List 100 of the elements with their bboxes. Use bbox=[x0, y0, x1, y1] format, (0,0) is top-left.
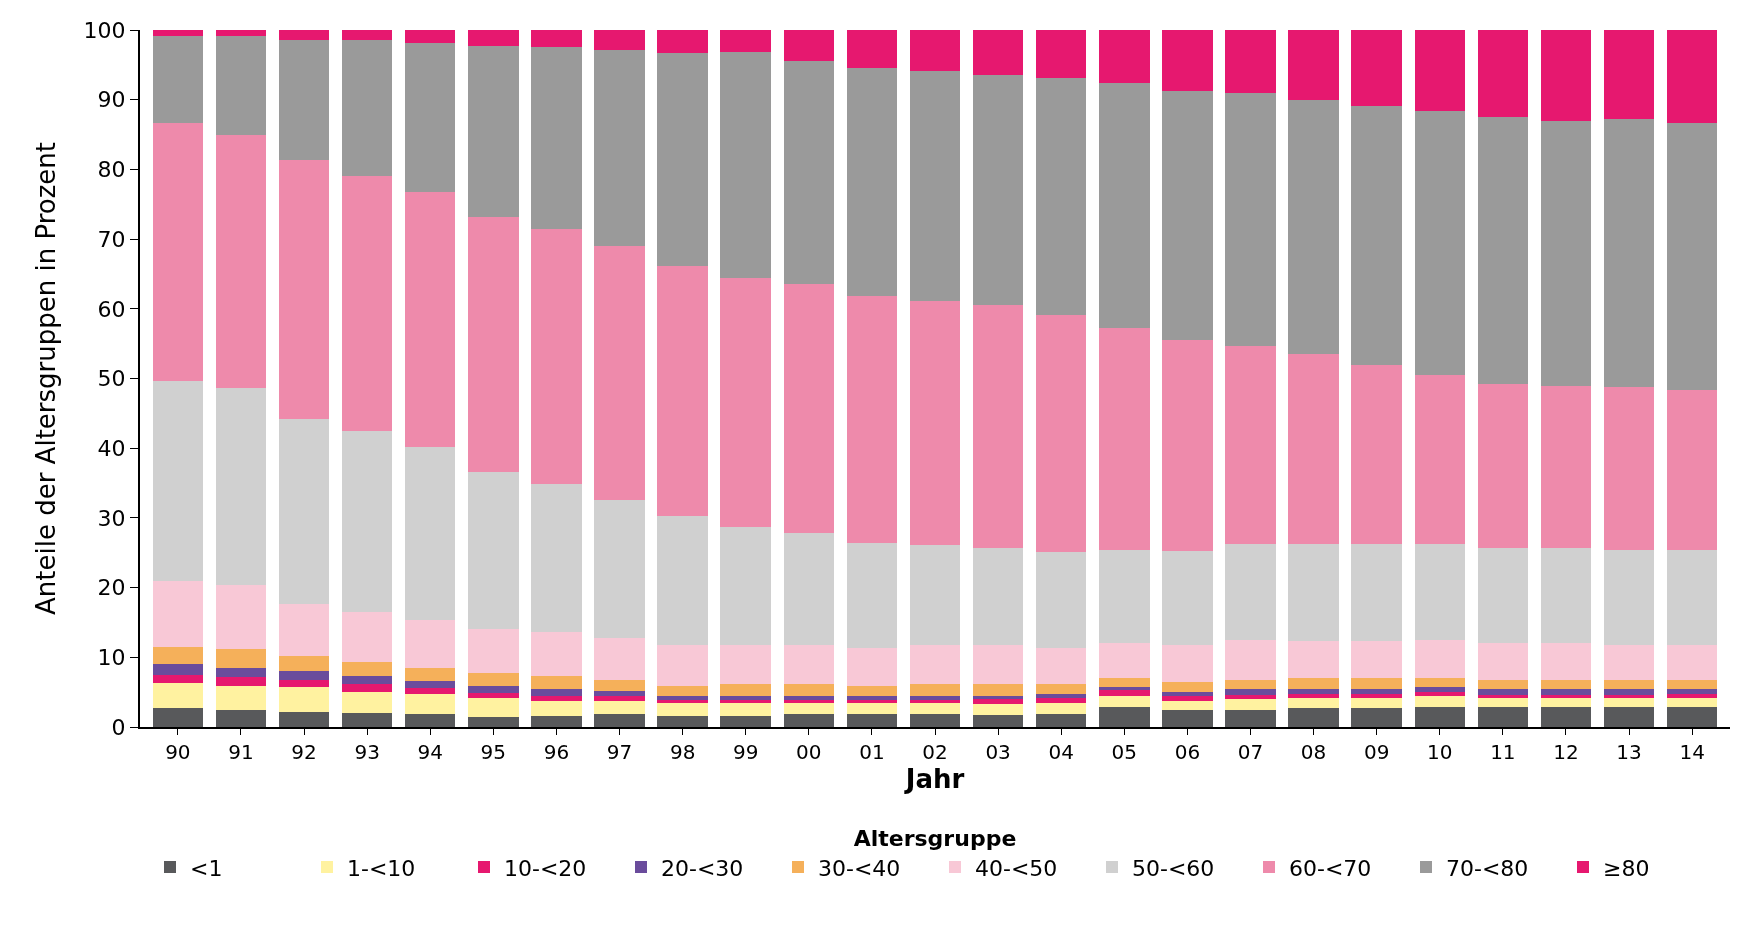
bar bbox=[657, 265, 708, 516]
bar bbox=[720, 278, 771, 527]
bar bbox=[1162, 90, 1213, 341]
bar bbox=[1603, 689, 1655, 695]
bar bbox=[215, 134, 267, 389]
bar bbox=[1414, 30, 1465, 111]
bar bbox=[341, 175, 393, 432]
bar bbox=[1225, 694, 1276, 700]
bar bbox=[278, 39, 330, 161]
bar bbox=[1666, 697, 1718, 708]
bar bbox=[152, 674, 204, 684]
bar bbox=[468, 692, 519, 699]
bar bbox=[215, 584, 267, 649]
bar bbox=[531, 688, 582, 696]
bar bbox=[1540, 679, 1592, 690]
bar bbox=[1414, 544, 1465, 640]
bar bbox=[657, 53, 708, 266]
bar bbox=[909, 684, 961, 696]
bar bbox=[1099, 678, 1150, 687]
bar bbox=[1666, 689, 1718, 695]
bar bbox=[1603, 698, 1655, 708]
bar bbox=[1477, 707, 1529, 727]
bar bbox=[720, 703, 771, 716]
bar bbox=[846, 696, 898, 700]
bar bbox=[720, 51, 771, 279]
bar bbox=[405, 681, 456, 688]
bar bbox=[1099, 549, 1150, 644]
bar bbox=[405, 446, 456, 620]
bar bbox=[152, 580, 204, 647]
bar bbox=[972, 684, 1024, 696]
bar bbox=[1351, 105, 1402, 366]
bar bbox=[1414, 692, 1465, 697]
bar bbox=[1225, 639, 1276, 680]
bar bbox=[1603, 30, 1655, 120]
x-tick-label: 10 bbox=[1427, 740, 1453, 764]
bar bbox=[531, 632, 582, 677]
bar bbox=[783, 695, 835, 700]
legend-label: 60-<70 bbox=[1289, 855, 1372, 881]
bar bbox=[1099, 690, 1150, 697]
bar bbox=[405, 714, 456, 727]
bar bbox=[1288, 641, 1339, 679]
bar bbox=[1099, 696, 1150, 707]
y-tick-label: 20 bbox=[97, 575, 126, 601]
bar bbox=[594, 696, 645, 701]
bar bbox=[1288, 708, 1339, 727]
bar bbox=[278, 418, 330, 604]
bar bbox=[1414, 375, 1465, 545]
bar bbox=[1414, 110, 1465, 376]
bar bbox=[531, 30, 582, 48]
bar bbox=[1288, 698, 1339, 709]
bar bbox=[1162, 701, 1213, 711]
bar bbox=[1035, 698, 1087, 704]
legend-label: 70-<80 bbox=[1446, 855, 1529, 881]
y-axis-title: Anteile der Altersgruppen in Prozent bbox=[31, 141, 62, 616]
bar bbox=[1414, 639, 1465, 679]
bar bbox=[152, 35, 204, 123]
bar bbox=[405, 30, 456, 43]
bar bbox=[1162, 550, 1213, 646]
x-tick-label: 92 bbox=[291, 740, 317, 764]
bar bbox=[278, 655, 330, 672]
bar bbox=[215, 648, 267, 668]
legend-label: 50-<60 bbox=[1132, 855, 1215, 881]
bar bbox=[1477, 689, 1529, 695]
bar bbox=[783, 703, 835, 714]
bar bbox=[341, 612, 393, 663]
bar bbox=[1162, 340, 1213, 551]
bar bbox=[152, 646, 204, 665]
bar bbox=[341, 40, 393, 176]
bar bbox=[972, 645, 1024, 685]
legend-title: Altersgruppe bbox=[853, 826, 1017, 852]
bar bbox=[657, 30, 708, 53]
bar bbox=[1035, 683, 1087, 695]
bar bbox=[1477, 384, 1529, 548]
bar bbox=[341, 662, 393, 677]
bar bbox=[1414, 678, 1465, 687]
bar bbox=[657, 696, 708, 700]
bar bbox=[972, 305, 1024, 548]
bar bbox=[972, 74, 1024, 306]
bar bbox=[1666, 707, 1718, 727]
x-tick-label: 01 bbox=[859, 740, 885, 764]
x-tick-label: 03 bbox=[985, 740, 1011, 764]
bar bbox=[1414, 707, 1465, 727]
bar bbox=[1540, 689, 1592, 695]
bar bbox=[1540, 707, 1592, 727]
bar bbox=[1540, 698, 1592, 708]
bar bbox=[972, 30, 1024, 75]
x-tick-label: 06 bbox=[1174, 740, 1201, 764]
bar bbox=[405, 42, 456, 192]
legend-label: 40-<50 bbox=[975, 855, 1058, 881]
bar bbox=[405, 619, 456, 668]
bar bbox=[1225, 679, 1276, 690]
bar bbox=[1288, 544, 1339, 642]
bar bbox=[1162, 681, 1213, 693]
bar bbox=[405, 667, 456, 681]
x-tick-label: 14 bbox=[1679, 740, 1705, 764]
bar bbox=[1477, 698, 1529, 708]
bar bbox=[720, 526, 771, 645]
x-tick-label: 91 bbox=[228, 740, 254, 764]
bar bbox=[152, 683, 204, 709]
bar bbox=[594, 714, 645, 727]
